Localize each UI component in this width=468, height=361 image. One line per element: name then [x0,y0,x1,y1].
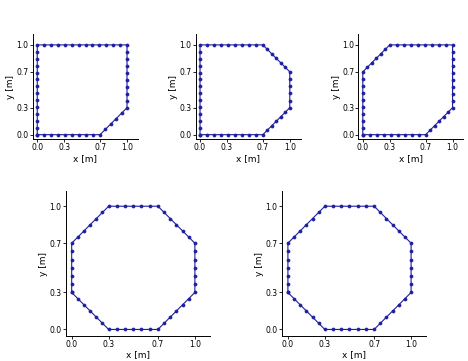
X-axis label: x [m]: x [m] [73,154,97,163]
Y-axis label: y [m]: y [m] [6,75,15,99]
X-axis label: x [m]: x [m] [125,350,150,359]
Y-axis label: y [m]: y [m] [169,75,178,99]
X-axis label: x [m]: x [m] [399,154,423,163]
X-axis label: x [m]: x [m] [236,154,260,163]
Y-axis label: y [m]: y [m] [255,252,264,275]
X-axis label: x [m]: x [m] [342,350,366,359]
Y-axis label: y [m]: y [m] [332,75,341,99]
Y-axis label: y [m]: y [m] [39,252,48,275]
